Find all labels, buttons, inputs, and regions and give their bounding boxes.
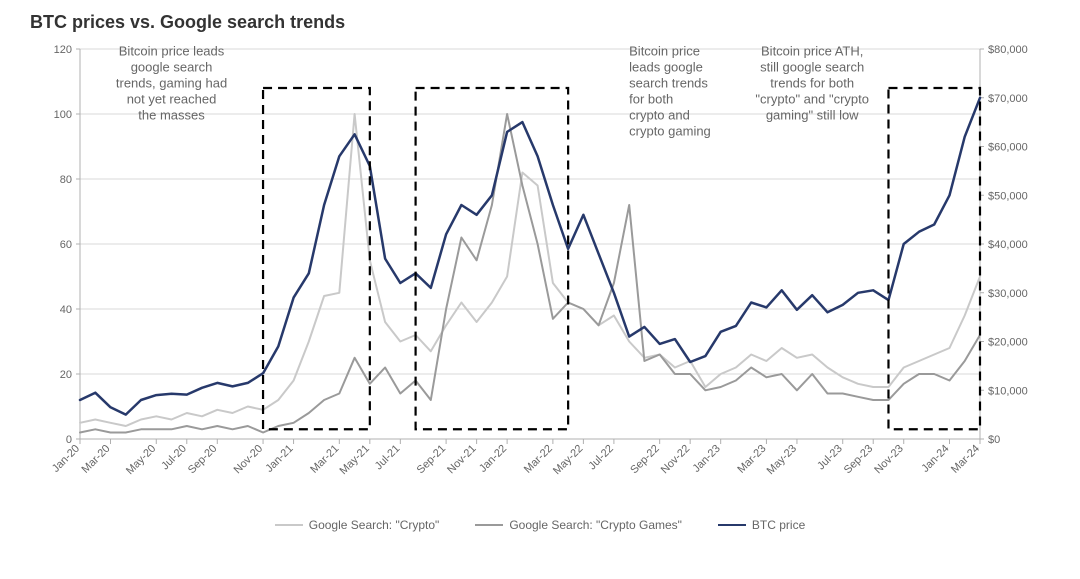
annotation-1: crypto gaming bbox=[629, 124, 711, 139]
chart-container: BTC prices vs. Google search trends 0204… bbox=[0, 0, 1080, 579]
y-right-tick: $30,000 bbox=[988, 288, 1028, 300]
x-tick-label: Sep-20 bbox=[186, 443, 220, 477]
x-tick-label: Jul-22 bbox=[586, 443, 616, 473]
x-tick-label: Sep-22 bbox=[628, 443, 662, 477]
annotation-2: gaming" still low bbox=[766, 108, 859, 123]
x-tick-label: Jul-23 bbox=[815, 443, 845, 473]
chart-svg: 020406080100120$0$10,000$20,000$30,000$4… bbox=[30, 39, 1050, 509]
x-tick-label: Mar-20 bbox=[80, 443, 113, 476]
x-tick-label: Jan-21 bbox=[263, 443, 295, 475]
y-right-tick: $60,000 bbox=[988, 142, 1028, 154]
y-left-tick: 120 bbox=[54, 44, 72, 56]
y-right-tick: $0 bbox=[988, 434, 1000, 446]
legend-label: BTC price bbox=[752, 518, 805, 532]
x-tick-label: Jul-21 bbox=[373, 443, 403, 473]
legend-item-btc: BTC price bbox=[718, 518, 805, 532]
y-right-tick: $80,000 bbox=[988, 44, 1028, 56]
legend-label: Google Search: "Crypto Games" bbox=[509, 518, 682, 532]
annotation-2: still google search bbox=[760, 60, 864, 75]
legend-label: Google Search: "Crypto" bbox=[309, 518, 440, 532]
y-left-tick: 80 bbox=[60, 174, 72, 186]
y-right-tick: $20,000 bbox=[988, 337, 1028, 349]
y-left-tick: 100 bbox=[54, 109, 72, 121]
annotation-2: Bitcoin price ATH, bbox=[761, 44, 863, 59]
x-tick-label: Mar-21 bbox=[308, 443, 341, 476]
highlight-box-2 bbox=[888, 88, 980, 429]
annotation-1: Bitcoin price bbox=[629, 44, 700, 59]
annotation-1: for both bbox=[629, 92, 673, 107]
annotation-0: Bitcoin price leads bbox=[119, 44, 225, 59]
y-left-tick: 20 bbox=[60, 369, 72, 381]
x-tick-label: Jan-24 bbox=[919, 443, 951, 475]
y-right-tick: $10,000 bbox=[988, 385, 1028, 397]
x-tick-label: Nov-22 bbox=[659, 443, 693, 477]
annotation-2: "crypto" and "crypto bbox=[755, 92, 869, 107]
x-tick-label: Mar-22 bbox=[522, 443, 555, 476]
legend-item-crypto_games: Google Search: "Crypto Games" bbox=[475, 518, 682, 532]
annotation-0: the masses bbox=[138, 108, 205, 123]
legend-item-crypto: Google Search: "Crypto" bbox=[275, 518, 440, 532]
plot-area: 020406080100120$0$10,000$20,000$30,000$4… bbox=[30, 39, 1050, 509]
x-tick-label: Nov-20 bbox=[232, 443, 266, 477]
x-tick-label: Nov-21 bbox=[445, 443, 479, 477]
chart-title: BTC prices vs. Google search trends bbox=[30, 12, 1050, 33]
x-tick-label: Sep-23 bbox=[842, 443, 876, 477]
y-right-tick: $70,000 bbox=[988, 93, 1028, 105]
legend-swatch bbox=[475, 524, 503, 526]
x-tick-label: Nov-23 bbox=[872, 443, 906, 477]
x-tick-label: Jan-22 bbox=[477, 443, 509, 475]
annotation-1: search trends bbox=[629, 76, 708, 91]
x-tick-label: May-20 bbox=[124, 443, 158, 477]
annotation-0: not yet reached bbox=[127, 92, 217, 107]
legend: Google Search: "Crypto" Google Search: "C… bbox=[30, 515, 1050, 532]
x-tick-label: Jul-20 bbox=[159, 443, 189, 473]
y-right-tick: $50,000 bbox=[988, 190, 1028, 202]
x-tick-label: Jan-23 bbox=[691, 443, 723, 475]
annotation-1: leads google bbox=[629, 60, 703, 75]
legend-swatch bbox=[718, 524, 746, 527]
x-tick-label: Sep-21 bbox=[415, 443, 449, 477]
annotation-0: trends, gaming had bbox=[116, 76, 227, 91]
series-btc bbox=[80, 98, 980, 415]
annotation-0: google search bbox=[131, 60, 213, 75]
y-left-tick: 60 bbox=[60, 239, 72, 251]
x-tick-label: Jan-20 bbox=[50, 443, 82, 475]
highlight-box-0 bbox=[263, 88, 370, 429]
x-tick-label: May-21 bbox=[338, 443, 372, 477]
y-right-tick: $40,000 bbox=[988, 239, 1028, 251]
x-tick-label: May-22 bbox=[551, 443, 585, 477]
series-crypto bbox=[80, 114, 980, 426]
x-tick-label: May-23 bbox=[765, 443, 799, 477]
x-tick-label: Mar-23 bbox=[735, 443, 768, 476]
annotation-1: crypto and bbox=[629, 108, 690, 123]
legend-swatch bbox=[275, 524, 303, 526]
annotation-2: trends for both bbox=[770, 76, 854, 91]
x-tick-label: Mar-24 bbox=[949, 443, 982, 476]
y-left-tick: 40 bbox=[60, 304, 72, 316]
